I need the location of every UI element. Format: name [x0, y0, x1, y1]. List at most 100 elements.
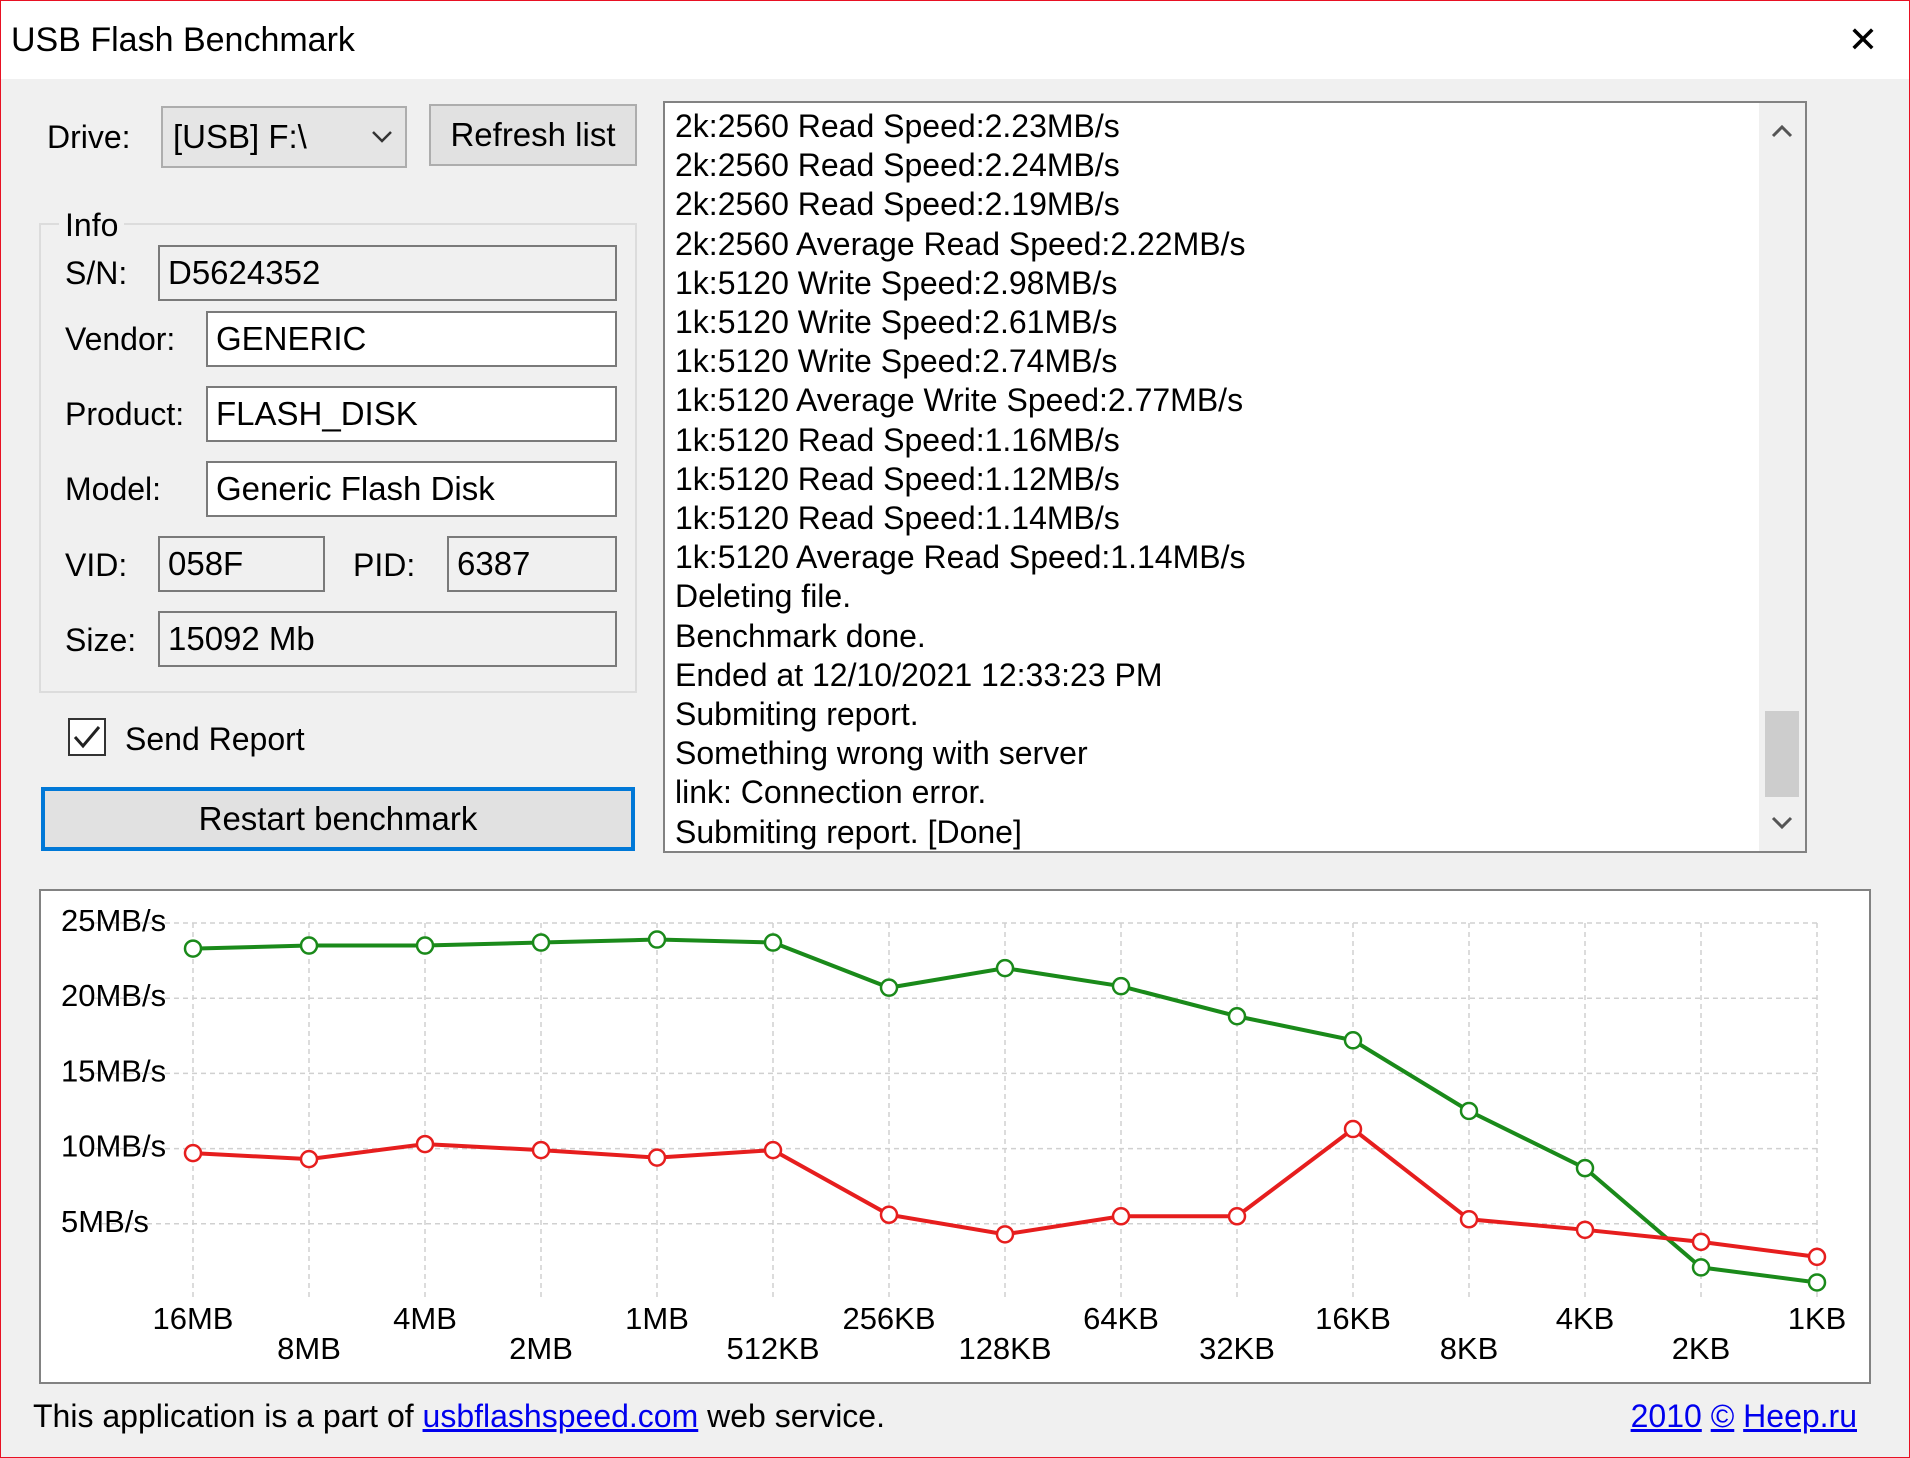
usbflashspeed-link[interactable]: usbflashspeed.com: [422, 1398, 699, 1434]
sn-value: D5624352: [168, 254, 321, 291]
copyright-year: 2010: [1630, 1398, 1702, 1434]
refresh-list-button[interactable]: Refresh list: [429, 104, 637, 166]
x-tick-label: 16KB: [1315, 1301, 1391, 1336]
x-tick-label: 2KB: [1672, 1331, 1731, 1366]
data-point: [1343, 1031, 1363, 1050]
vendor-field[interactable]: GENERIC: [206, 311, 617, 367]
pid-field[interactable]: 6387: [447, 536, 617, 592]
vid-value: 058F: [168, 545, 244, 582]
speed-chart: 25MB/s 20MB/s 15MB/s 10MB/s 5MB/s 16MB 8MB 4MB 2…: [61, 903, 1847, 1366]
checkmark-icon: [73, 726, 101, 749]
x-tick-label: 32KB: [1199, 1331, 1275, 1366]
y-tick-label: 5MB/s: [61, 1204, 149, 1239]
size-label: Size:: [65, 622, 137, 658]
chevron-down-icon: [1771, 816, 1793, 830]
model-field[interactable]: Generic Flash Disk: [206, 461, 617, 517]
data-point: [647, 930, 667, 949]
x-tick-label: 4MB: [393, 1301, 457, 1336]
footer-text: This application is a part of usbflashsp…: [33, 1395, 885, 1437]
data-point: [1111, 976, 1131, 996]
size-value: 15092 Mb: [168, 620, 315, 657]
log-line: 1k:5120 Write Speed:2.61MB/s: [675, 304, 1118, 341]
log-line: Something wrong with server: [675, 735, 1088, 772]
log-line: 2k:2560 Read Speed:2.23MB/s: [675, 108, 1120, 144]
vendor-value: GENERIC: [216, 320, 367, 357]
x-tick-label: 128KB: [958, 1331, 1051, 1366]
data-point: [1575, 1158, 1595, 1178]
model-value: Generic Flash Disk: [216, 470, 495, 507]
sn-field[interactable]: D5624352: [158, 245, 617, 301]
x-tick-label: 16MB: [153, 1301, 234, 1336]
data-point: [995, 1225, 1015, 1244]
x-tick-label: 256KB: [842, 1301, 935, 1336]
data-point: [183, 1143, 203, 1163]
log-scrollbar[interactable]: [1759, 103, 1805, 851]
drive-label: Drive:: [47, 119, 131, 155]
data-point: [1691, 1258, 1711, 1277]
send-report-label[interactable]: Send Report: [125, 721, 305, 757]
log-lines: 2k:2560 Read Speed:2.23MB/s 2k:2560 Read …: [675, 107, 1246, 851]
size-field[interactable]: 15092 Mb: [158, 611, 617, 667]
y-tick-label: 25MB/s: [61, 903, 166, 938]
log-line: 1k:5120 Average Write Speed:2.77MB/s: [675, 382, 1244, 419]
chevron-down-icon: [372, 131, 392, 143]
sn-label: S/N:: [65, 255, 128, 291]
window-title: USB Flash Benchmark: [11, 21, 355, 59]
scroll-down-button[interactable]: [1759, 799, 1805, 845]
log-line: Submiting report.: [675, 696, 919, 733]
data-point: [879, 978, 899, 997]
info-group: [39, 223, 637, 693]
x-tick-label: 1KB: [1788, 1301, 1847, 1336]
log-line: 1k:5120 Read Speed:1.14MB/s: [675, 500, 1120, 537]
y-tick-label: 10MB/s: [61, 1129, 166, 1164]
product-value: FLASH_DISK: [216, 395, 418, 432]
y-tick-label: 15MB/s: [61, 1053, 166, 1088]
pid-label: PID:: [353, 547, 416, 583]
data-point: [1227, 1006, 1247, 1026]
x-tick-label: 8KB: [1440, 1331, 1499, 1366]
log-line: link: Connection error.: [675, 774, 987, 811]
log-line: Deleting file.: [675, 578, 852, 615]
pid-value: 6387: [457, 545, 531, 582]
speed-chart-panel: 25MB/s 20MB/s 15MB/s 10MB/s 5MB/s 16MB 8MB 4MB 2…: [39, 889, 1871, 1384]
log-line: Benchmark done.: [675, 617, 926, 654]
x-tick-label: 64KB: [1083, 1301, 1159, 1336]
heep-link[interactable]: Heep.ru: [1743, 1398, 1857, 1434]
data-point: [1343, 1119, 1363, 1139]
data-point: [1691, 1232, 1711, 1252]
data-point: [1111, 1207, 1131, 1226]
log-line: 1k:5120 Read Speed:1.16MB/s: [675, 421, 1120, 458]
data-point: [647, 1148, 667, 1167]
log-line: 2k:2560 Read Speed:2.19MB/s: [675, 186, 1120, 223]
log-line: Submiting report. [Done]: [675, 813, 1022, 850]
send-report-checkbox[interactable]: [68, 718, 106, 756]
x-tick-label: 1MB: [625, 1301, 689, 1336]
restart-benchmark-label: Restart benchmark: [198, 800, 478, 837]
data-point: [1807, 1273, 1827, 1292]
model-label: Model:: [65, 471, 162, 507]
restart-benchmark-button[interactable]: Restart benchmark: [41, 787, 635, 851]
footer-suffix: web service.: [707, 1398, 885, 1434]
chevron-up-icon: [1771, 124, 1793, 138]
copyright-link[interactable]: 2010 © Heep.ru: [1631, 1395, 1857, 1437]
vid-field[interactable]: 058F: [158, 536, 325, 592]
log-line: 1k:5120 Average Read Speed:1.14MB/s: [675, 539, 1246, 576]
vid-label: VID:: [65, 547, 128, 583]
x-tick-label: 2MB: [509, 1331, 573, 1366]
log-line: 1k:5120 Write Speed:2.74MB/s: [675, 343, 1118, 380]
scroll-up-button[interactable]: [1759, 109, 1805, 155]
data-point: [1227, 1207, 1247, 1226]
scroll-thumb[interactable]: [1765, 711, 1799, 797]
product-field[interactable]: FLASH_DISK: [206, 386, 617, 442]
log-line: 1k:5120 Read Speed:1.12MB/s: [675, 460, 1120, 497]
drive-select[interactable]: [USB] F:\: [161, 106, 407, 168]
data-point: [1459, 1101, 1479, 1121]
close-button[interactable]: ✕: [1817, 1, 1909, 79]
data-point: [1575, 1220, 1595, 1240]
y-tick-label: 20MB/s: [61, 978, 166, 1013]
data-point: [995, 958, 1015, 978]
drive-select-value: [USB] F:\: [173, 118, 307, 155]
log-output[interactable]: 2k:2560 Read Speed:2.23MB/s 2k:2560 Read …: [663, 101, 1807, 853]
data-point: [531, 1140, 551, 1160]
